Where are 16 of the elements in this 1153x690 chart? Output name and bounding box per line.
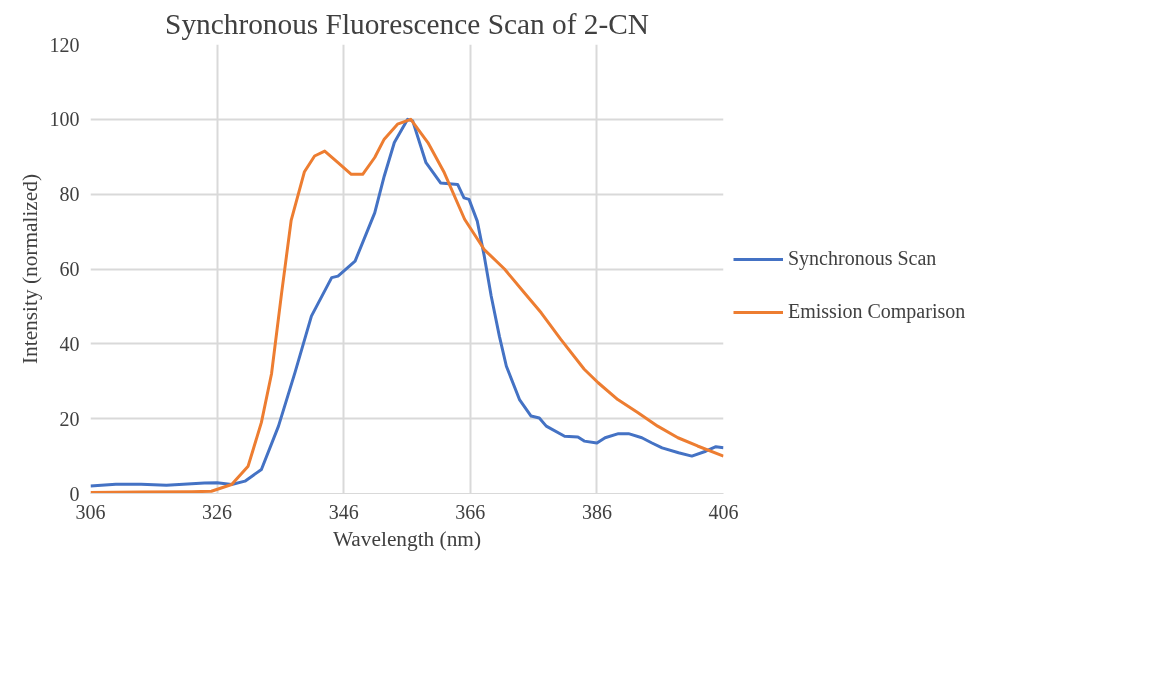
legend-label: Synchronous Scan: [788, 247, 937, 270]
y-tick-label: 80: [59, 183, 80, 206]
x-axis-title: Wavelength (nm): [332, 526, 482, 551]
y-tick-label: 100: [49, 108, 80, 131]
chart-title: Synchronous Fluorescence Scan of 2-CN: [165, 7, 649, 40]
y-axis-title: Intensity (normalized): [17, 173, 42, 365]
legend-label: Emission Comparison: [788, 300, 966, 323]
y-tick-label: 40: [59, 332, 80, 355]
x-tick-label: 386: [581, 500, 612, 523]
y-tick-label: 20: [59, 407, 80, 430]
x-tick-label: 326: [202, 500, 233, 523]
x-tick-label: 406: [708, 500, 739, 523]
x-tick-label: 346: [328, 500, 359, 523]
y-tick-label: 120: [49, 33, 80, 56]
x-tick-label: 366: [455, 500, 486, 523]
y-tick-label: 60: [59, 258, 80, 280]
